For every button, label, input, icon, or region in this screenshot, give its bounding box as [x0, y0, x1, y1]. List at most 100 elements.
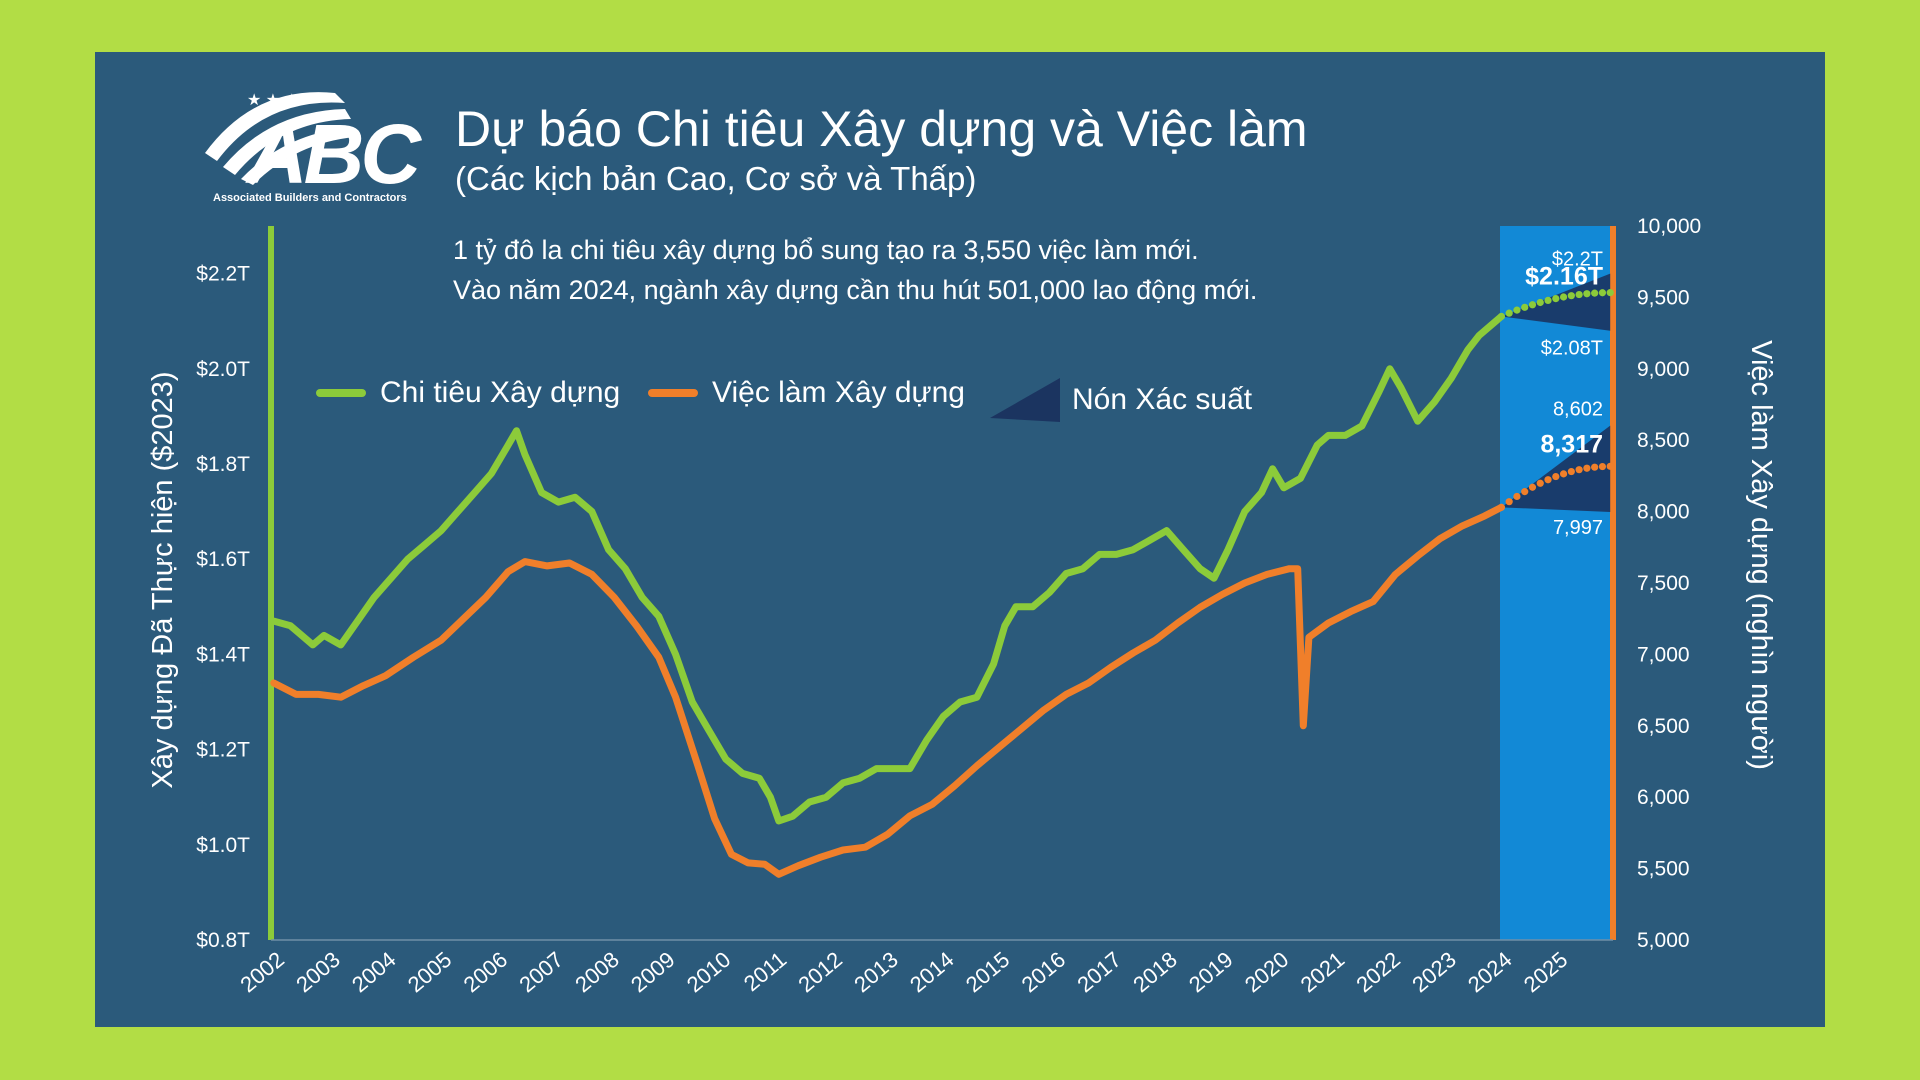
spending-forecast-dot [1544, 296, 1552, 305]
left-tick-label: $2.0T [196, 358, 250, 381]
spending-forecast-dot [1598, 289, 1607, 297]
employment-forecast-dot [1575, 466, 1583, 474]
legend-spending: Chi tiêu Xây dựng [316, 376, 620, 410]
right-tick-label: 9,000 [1637, 358, 1690, 381]
right-tick-label: 6,000 [1637, 786, 1690, 809]
x-tick-label: 2020 [1240, 947, 1294, 998]
x-tick-label: 2013 [849, 947, 903, 998]
x-tick-label: 2024 [1463, 947, 1517, 998]
forecast-labels: $2.2T$2.16T $2.08T 8,602 8,317 7,997 [1525, 249, 1603, 539]
right-tick-label: 8,500 [1637, 429, 1690, 452]
forecast-band [1500, 226, 1610, 940]
employment-forecast-dot [1598, 462, 1607, 471]
left-tick-label: $1.4T [196, 643, 250, 666]
x-tick-label: 2007 [514, 947, 568, 998]
left-tick-label: $0.8T [196, 929, 250, 952]
spending-forecast-dot [1606, 289, 1614, 297]
x-tick-label: 2019 [1184, 947, 1238, 998]
spending-forecast-dot [1575, 290, 1583, 299]
spending-line [270, 312, 1505, 825]
x-tick-label: 2017 [1072, 947, 1126, 998]
legend-cone-label: Nón Xác suất [1072, 383, 1253, 416]
x-tick-label: 2008 [570, 947, 624, 998]
left-tick-label: $1.6T [196, 548, 250, 571]
right-tick-label: 9,500 [1637, 286, 1690, 309]
x-tick-label: 2025 [1519, 947, 1573, 998]
employment-forecast-dot [1606, 462, 1614, 470]
employment-line [270, 503, 1505, 878]
right-tick-label: 7,000 [1637, 643, 1690, 666]
employment-forecast-dot [1505, 498, 1513, 506]
right-tick-label: 5,000 [1637, 929, 1690, 952]
abc-logo: ★ ★ ★ ABC Associated Builders and Contra… [205, 92, 425, 204]
right-axis-ticks: 5,000 5,500 6,000 6,500 7,000 7,500 8,000 8,500… [1637, 215, 1701, 952]
left-axis-ticks: $0.8T $1.0T $1.2T $1.4T $1.6T $1.8T $2.0T $2.2T [196, 263, 250, 952]
spending-base-label: $2.16T [1525, 263, 1603, 291]
spending-forecast-dot [1583, 290, 1591, 298]
x-tick-label: 2012 [793, 947, 847, 998]
note-line-1: 1 tỷ đô la chi tiêu xây dựng bổ sung tạo… [453, 235, 1199, 265]
employment-base-label: 8,317 [1540, 430, 1603, 458]
right-tick-label: 6,500 [1637, 715, 1690, 738]
right-tick-label: 10,000 [1637, 215, 1701, 238]
employment-forecast-dot [1544, 476, 1552, 484]
x-tick-label: 2010 [682, 947, 736, 998]
employment-forecast-dot [1567, 467, 1575, 476]
spending-forecast-dot [1528, 301, 1537, 309]
employment-forecast-dot [1513, 492, 1521, 501]
x-tick-label: 2015 [961, 947, 1015, 998]
legend-cone: Nón Xác suất [990, 376, 1252, 424]
spending-forecast-dot [1552, 294, 1560, 303]
employment-high-label: 8,602 [1553, 399, 1603, 421]
spending-forecast-dot [1591, 289, 1599, 297]
employment-forecast-dot [1552, 472, 1560, 481]
left-tick-label: $2.2T [196, 263, 250, 286]
x-tick-label: 2023 [1407, 947, 1461, 998]
svg-text:★ ★ ★: ★ ★ ★ [247, 92, 299, 109]
employment-forecast-dot [1528, 483, 1537, 491]
legend-employment-label: Việc làm Xây dựng [712, 376, 965, 409]
x-tick-label: 2022 [1351, 947, 1405, 998]
spending-forecast-dot [1497, 312, 1505, 321]
legend-employment: Việc làm Xây dựng [648, 376, 965, 410]
employment-forecast-dot [1536, 479, 1544, 487]
series-lines [270, 289, 1614, 878]
spending-low-label: $2.08T [1541, 338, 1603, 360]
spending-forecast-dot [1505, 309, 1513, 317]
right-tick-label: 5,500 [1637, 858, 1690, 881]
legend-employment-swatch [648, 389, 698, 397]
x-tick-label: 2003 [291, 947, 345, 998]
spending-forecast-dot [1559, 293, 1568, 301]
left-axis-title: Xây dựng Đã Thực hiện ($2023) [147, 371, 179, 788]
right-tick-label: 8,000 [1637, 501, 1690, 524]
spending-forecast-dot [1567, 292, 1575, 300]
left-tick-label: $1.8T [196, 453, 250, 476]
right-axis-title: Việc làm Xây dựng (nghìn người) [1745, 340, 1777, 770]
x-tick-label: 2011 [739, 947, 791, 997]
employment-forecast-dot [1583, 464, 1591, 472]
left-tick-label: $1.2T [196, 739, 250, 762]
employment-forecast-dot [1591, 463, 1599, 471]
legend-spending-label: Chi tiêu Xây dựng [380, 376, 621, 409]
employment-forecast-dot [1497, 503, 1505, 511]
x-tick-label: 2021 [1296, 947, 1350, 998]
x-tick-label: 2014 [905, 947, 959, 998]
x-tick-label: 2004 [347, 947, 401, 998]
note-line-2: Vào năm 2024, ngành xây dựng cần thu hút… [453, 275, 1258, 305]
chart-subtitle: (Các kịch bản Cao, Cơ sở và Thấp) [455, 160, 977, 197]
spending-forecast-dot [1521, 303, 1529, 311]
logo-caption: Associated Builders and Contractors [213, 192, 407, 204]
logo-wordmark: ABC [245, 107, 422, 201]
chart-title: Dự báo Chi tiêu Xây dựng và Việc làm [455, 101, 1308, 157]
x-tick-label: 2002 [235, 947, 289, 998]
employment-forecast-dot [1559, 470, 1568, 478]
spending-high-label: $2.2T [1552, 249, 1603, 271]
left-tick-label: $1.0T [196, 834, 250, 857]
x-tick-label: 2016 [1017, 947, 1071, 998]
spending-forecast-dot [1513, 306, 1521, 314]
x-tick-label: 2005 [403, 947, 457, 998]
employment-forecast-dot [1521, 488, 1529, 496]
cone-icon [990, 378, 1060, 422]
flag-stripes: ★ ★ ★ [205, 92, 355, 185]
